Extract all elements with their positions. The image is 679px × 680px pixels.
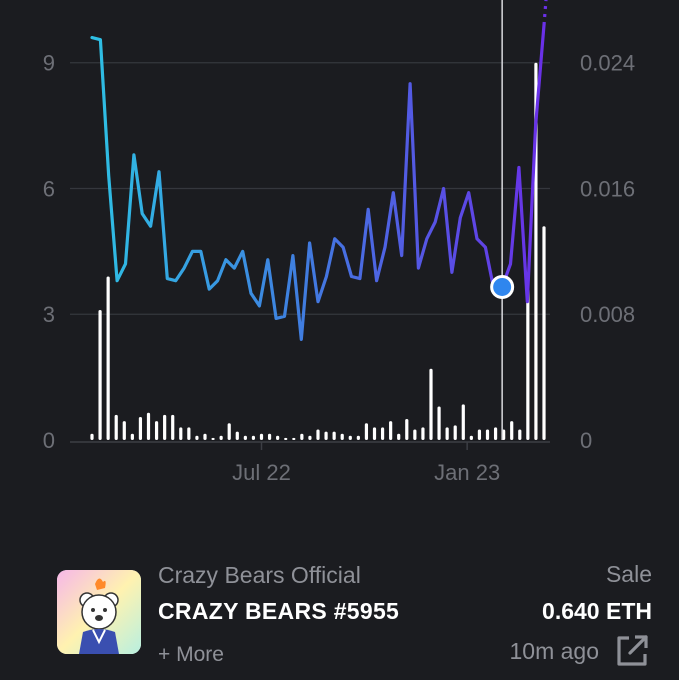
grid-lines (70, 62, 550, 443)
volume-bar (445, 427, 449, 440)
volume-bar (413, 429, 417, 440)
volume-bar (389, 421, 393, 440)
volume-bar (106, 276, 110, 440)
volume-bar (340, 433, 344, 440)
volume-bar (187, 427, 191, 440)
sale-price: 0.640 ETH (542, 598, 652, 624)
y-right-tick-label: 0.008 (580, 302, 635, 327)
y-axis-left: 9 6 3 0 (43, 51, 55, 453)
volume-bar (146, 412, 151, 440)
volume-bar (437, 406, 441, 440)
volume-bar (130, 433, 134, 440)
nft-thumbnail[interactable] (57, 570, 141, 654)
volume-bar (90, 433, 94, 440)
volume-bar (469, 435, 473, 440)
volume-bar (243, 435, 247, 440)
volume-bar (324, 431, 328, 440)
volume-bar (292, 437, 296, 440)
marker-dot (493, 277, 512, 296)
volume-bar (114, 414, 118, 440)
volume-bar (122, 421, 126, 440)
y-right-tick-label: 0 (580, 428, 592, 453)
volume-bar (372, 427, 377, 440)
volume-bar (259, 433, 264, 440)
collection-name[interactable]: Crazy Bears Official (158, 562, 361, 588)
highlight-marker[interactable] (490, 274, 515, 299)
volume-bar (219, 435, 223, 440)
volume-bar (485, 429, 490, 440)
volume-bar (421, 427, 425, 440)
y-left-tick-label: 0 (43, 428, 55, 453)
volume-bar (251, 435, 256, 440)
volume-bar (356, 435, 360, 440)
volume-bar (308, 435, 312, 440)
volume-bar (429, 368, 433, 440)
volume-bar (526, 289, 530, 440)
price-volume-chart[interactable]: 9 6 3 0 0.024 0.016 0.008 0 Jul 22 Jan 23 (0, 0, 679, 500)
volume-bar (461, 404, 465, 440)
x-tick-label: Jul 22 (232, 460, 291, 485)
volume-bar (518, 429, 522, 440)
price-line (90, 0, 548, 341)
volume-bar (276, 435, 280, 440)
volume-bar (195, 435, 199, 440)
volume-bar (348, 435, 352, 440)
volume-bar (163, 414, 167, 440)
volume-bar (453, 425, 457, 440)
y-axis-right: 0.024 0.016 0.008 0 (580, 51, 635, 453)
volume-bar (179, 427, 183, 440)
volume-bar (235, 431, 239, 440)
y-right-tick-label: 0.024 (580, 51, 635, 76)
x-axis: Jul 22 Jan 23 (232, 442, 500, 485)
volume-bar (267, 433, 272, 440)
volume-bar (316, 429, 320, 440)
volume-bar (227, 423, 231, 440)
item-name[interactable]: CRAZY BEARS #5955 (158, 598, 400, 624)
volume-bar (493, 427, 498, 440)
sale-card[interactable]: Crazy Bears Official CRAZY BEARS #5955 +… (0, 555, 679, 680)
volume-bar (300, 433, 304, 440)
volume-bars (90, 62, 546, 441)
volume-bar (284, 437, 288, 440)
volume-bar (203, 433, 207, 440)
volume-bar (380, 427, 385, 440)
price-line-overflow (542, 0, 548, 26)
sale-type-label: Sale (605, 561, 652, 587)
volume-bar (154, 421, 159, 440)
volume-bar (332, 431, 336, 440)
price-line-path (90, 23, 546, 341)
volume-bar (477, 429, 482, 440)
y-left-tick-label: 6 (43, 176, 55, 201)
y-left-tick-label: 3 (43, 302, 55, 327)
volume-bar (171, 414, 175, 440)
volume-bar (510, 421, 514, 440)
y-left-tick-label: 9 (43, 51, 55, 76)
volume-bar (405, 419, 409, 440)
bear-avatar-icon (57, 570, 141, 654)
volume-bar (98, 310, 102, 440)
external-link-icon[interactable] (614, 633, 650, 669)
volume-bar (364, 423, 369, 440)
volume-bar (138, 416, 143, 440)
volume-bar (211, 437, 215, 440)
more-link[interactable]: + More (158, 643, 224, 666)
sale-time: 10m ago (509, 638, 599, 664)
x-tick-label: Jan 23 (434, 460, 500, 485)
volume-bar (397, 433, 401, 440)
y-right-tick-label: 0.016 (580, 176, 635, 201)
volume-bar (542, 226, 546, 440)
